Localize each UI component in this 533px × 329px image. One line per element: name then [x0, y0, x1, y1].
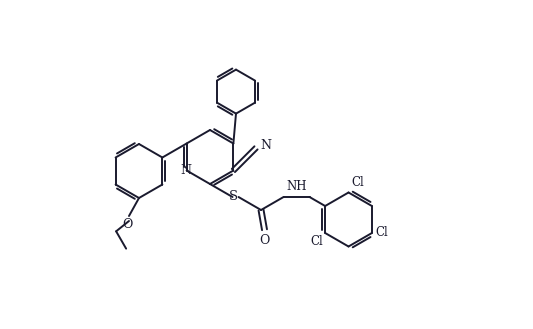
- Text: N: N: [260, 139, 271, 152]
- Text: O: O: [260, 234, 270, 247]
- Text: S: S: [229, 190, 238, 204]
- Text: Cl: Cl: [375, 226, 387, 240]
- Text: O: O: [122, 218, 132, 231]
- Text: Cl: Cl: [310, 235, 323, 248]
- Text: NH: NH: [286, 180, 307, 193]
- Text: Cl: Cl: [352, 176, 364, 190]
- Text: N: N: [180, 164, 191, 177]
